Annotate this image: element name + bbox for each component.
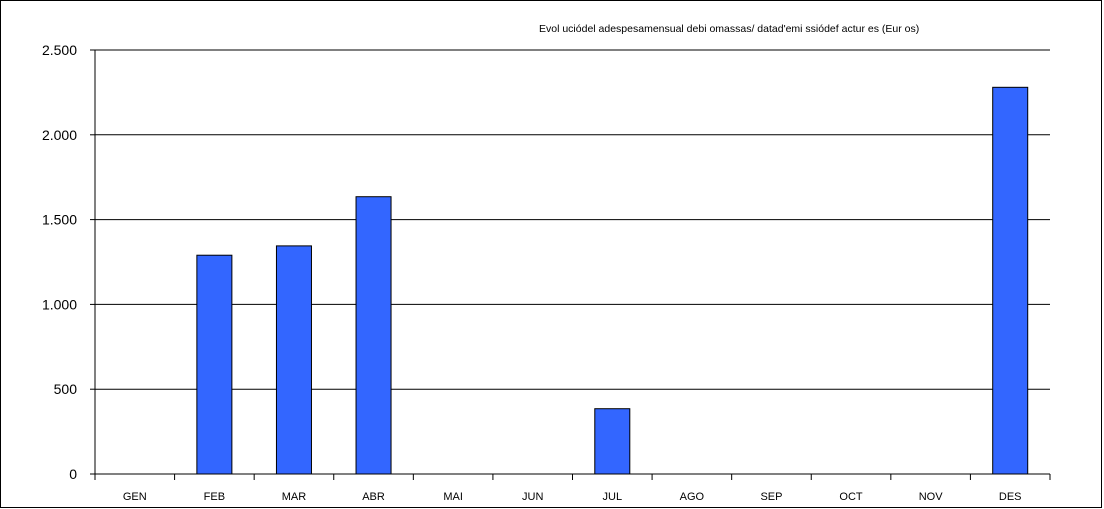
axes bbox=[90, 49, 1051, 480]
bar-des bbox=[992, 86, 1029, 475]
y-tick-label: 1.500 bbox=[42, 212, 77, 228]
y-tick-label: 0 bbox=[69, 466, 77, 482]
x-tick-label-oct: OCT bbox=[839, 491, 863, 503]
bar-feb bbox=[196, 254, 233, 475]
x-tick-label-jun: JUN bbox=[522, 491, 543, 503]
x-tick-label-sep: SEP bbox=[760, 491, 782, 503]
x-tick-label-feb: FEB bbox=[204, 491, 225, 503]
x-tick-label-ago: AGO bbox=[680, 491, 705, 503]
x-tick-label-gen: GEN bbox=[123, 491, 147, 503]
bars bbox=[196, 86, 1029, 475]
gridlines bbox=[95, 49, 1050, 390]
chart-title: Evol uciódel adespesamensual debi omassa… bbox=[539, 23, 920, 35]
x-tick-label-nov: NOV bbox=[919, 491, 944, 503]
y-tick-label: 2.500 bbox=[42, 42, 77, 58]
x-tick-label-abr: ABR bbox=[362, 491, 385, 503]
y-tick-label: 2.000 bbox=[42, 127, 77, 143]
y-tick-labels: 0 500 1.000 1.500 2.000 2.500 bbox=[42, 42, 77, 482]
y-tick-label: 500 bbox=[54, 381, 78, 397]
x-tick-labels: GEN FEB MAR ABR MAI JUN JUL AGO SEP OCT NOV DES bbox=[123, 491, 1022, 503]
bar-jul bbox=[594, 408, 631, 475]
x-tick-label-mar: MAR bbox=[282, 491, 307, 503]
y-tick-label: 1.000 bbox=[42, 296, 77, 312]
x-tick-label-des: DES bbox=[999, 491, 1022, 503]
bar-abr bbox=[355, 196, 392, 475]
bar-mar bbox=[275, 245, 312, 475]
x-tick-label-mai: MAI bbox=[443, 491, 463, 503]
x-tick-label-jul: JUL bbox=[603, 491, 623, 503]
